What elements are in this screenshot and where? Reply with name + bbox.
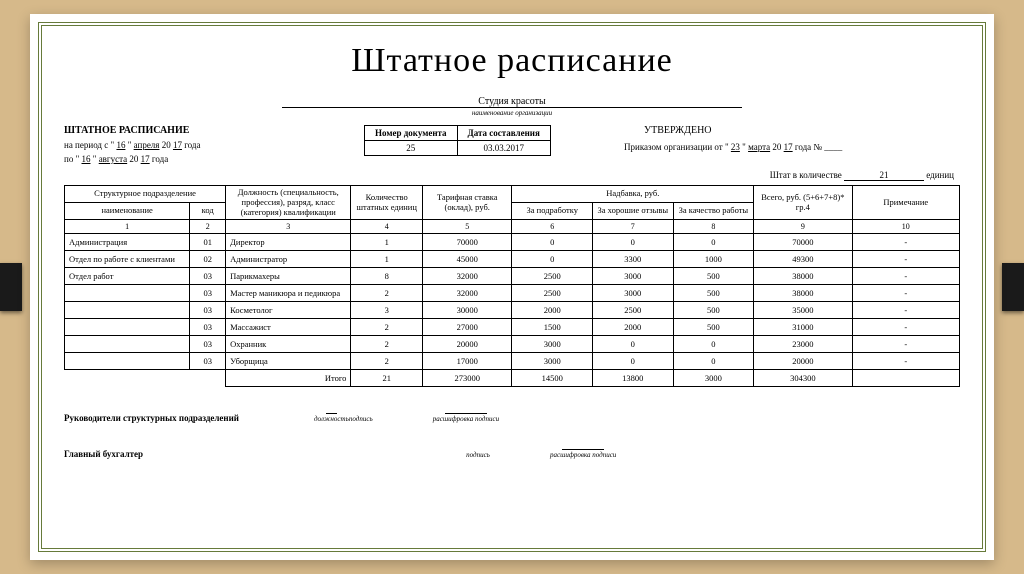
table-row: Администрация01Директор17000000070000-	[65, 234, 960, 251]
table-row: 03Косметолог3300002000250050035000-	[65, 302, 960, 319]
sign-field	[445, 401, 487, 414]
org-name: Студия красоты	[282, 96, 742, 108]
table-row: 03Уборщица21700030000020000-	[65, 353, 960, 370]
sign-row-heads: Руководители структурных подразделений д…	[64, 401, 960, 423]
table-row: 03Охранник22000030000023000-	[65, 336, 960, 353]
table-body: Администрация01Директор17000000070000-От…	[65, 234, 960, 387]
doc-header-right: УТВЕРЖДЕНО Приказом организации от " 23 …	[624, 125, 960, 152]
table-head: Структурное подразделение Должность (спе…	[65, 186, 960, 234]
order-line: Приказом организации от " 23 " марта 20 …	[624, 142, 960, 152]
binder-clip-left	[0, 263, 22, 311]
approved-label: УТВЕРЖДЕНО	[644, 125, 960, 136]
table-row: 03Массажист2270001500200050031000-	[65, 319, 960, 336]
content-frame: Штатное расписание Студия красоты наимен…	[38, 22, 986, 552]
document-header: ШТАТНОЕ РАСПИСАНИЕ на период с " 16 " ап…	[64, 125, 960, 164]
paper-sheet: Штатное расписание Студия красоты наимен…	[30, 14, 994, 560]
staff-count: Штат в количестве 21 единиц	[64, 170, 954, 181]
binder-clip-right	[1002, 263, 1024, 311]
table-row: Отдел работ03Парикмахеры8320002500300050…	[65, 268, 960, 285]
sign-row-chief: Главный бухгалтер подпись расшифровка по…	[64, 437, 960, 459]
sign-field	[562, 437, 604, 450]
doc-header-left: ШТАТНОЕ РАСПИСАНИЕ на период с " 16 " ап…	[64, 125, 364, 164]
doc-title: ШТАТНОЕ РАСПИСАНИЕ	[64, 125, 364, 136]
page-title: Штатное расписание	[64, 42, 960, 80]
sign-field	[326, 401, 337, 414]
staffing-table: Структурное подразделение Должность (спе…	[64, 185, 960, 387]
period-to: по " 16 " августа 20 17 года	[64, 154, 364, 164]
signature-block: Руководители структурных подразделений д…	[64, 401, 960, 459]
table-row: 03Мастер маникюра и педикюра232000250030…	[65, 285, 960, 302]
table-total-row: Итого2127300014500138003000304300	[65, 370, 960, 387]
org-caption: наименование организации	[64, 109, 960, 117]
table-row: Отдел по работе с клиентами02Администрат…	[65, 251, 960, 268]
doc-number-box: Номер документаДата составления 2503.03.…	[364, 125, 624, 156]
period-from: на период с " 16 " апреля 20 17 года	[64, 140, 364, 150]
